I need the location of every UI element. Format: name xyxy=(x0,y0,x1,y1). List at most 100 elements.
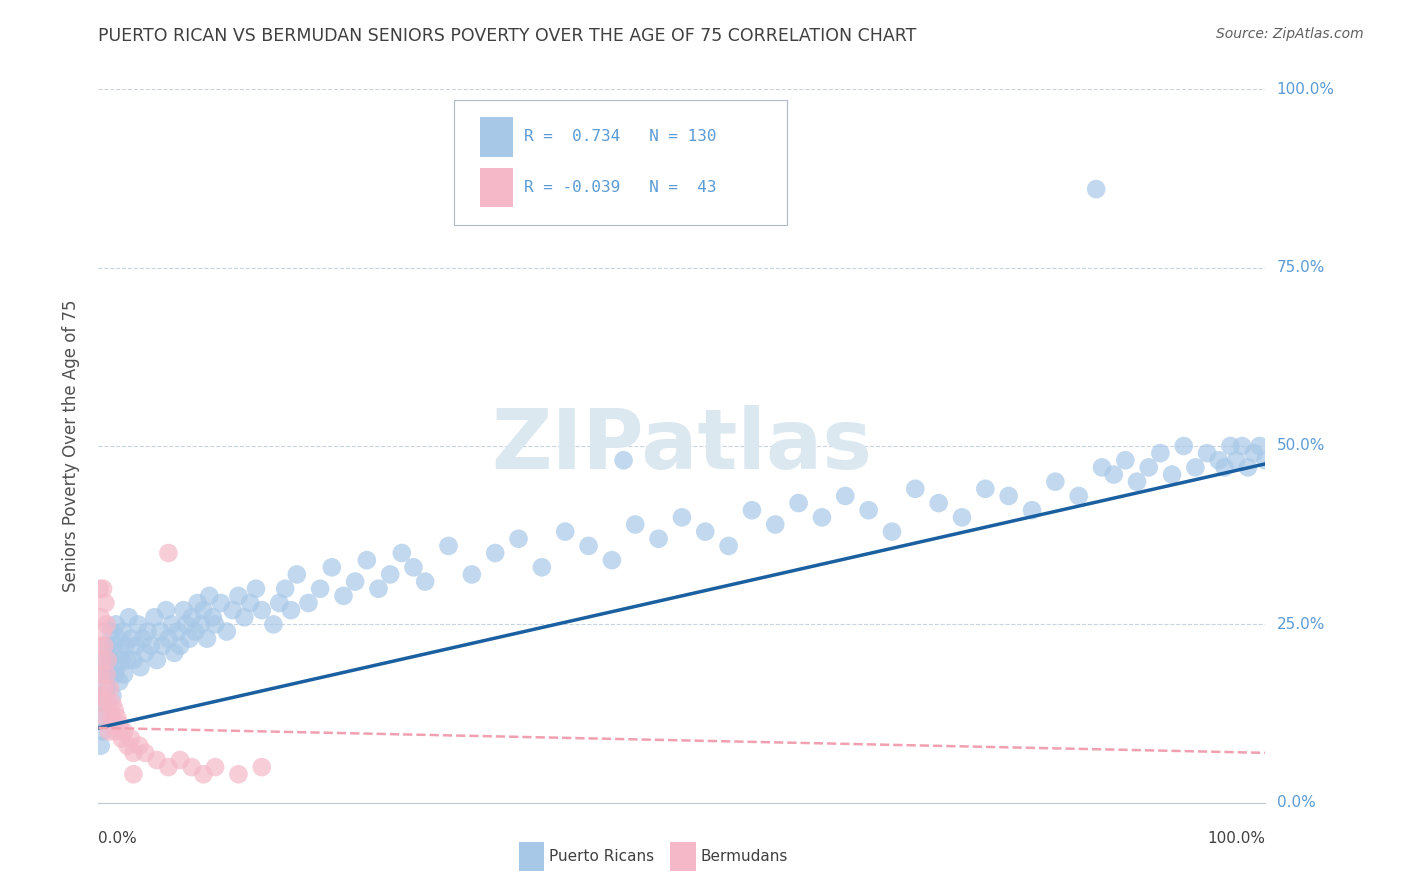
Y-axis label: Seniors Poverty Over the Age of 75: Seniors Poverty Over the Age of 75 xyxy=(62,300,80,592)
Point xyxy=(1184,460,1206,475)
Point xyxy=(152,639,174,653)
Point xyxy=(484,546,506,560)
Point xyxy=(101,696,124,710)
FancyBboxPatch shape xyxy=(454,100,787,225)
Point xyxy=(143,610,166,624)
Point xyxy=(184,624,207,639)
Point xyxy=(157,760,180,774)
Text: 0.0%: 0.0% xyxy=(1277,796,1315,810)
Point xyxy=(122,767,145,781)
Point xyxy=(834,489,856,503)
Point xyxy=(90,689,112,703)
Point xyxy=(91,667,114,681)
Point xyxy=(91,582,114,596)
Point xyxy=(1045,475,1067,489)
Point xyxy=(104,617,127,632)
Point xyxy=(1243,446,1265,460)
Point xyxy=(1091,460,1114,475)
Point xyxy=(437,539,460,553)
Point xyxy=(107,632,129,646)
Point xyxy=(356,553,378,567)
Point xyxy=(1195,446,1218,460)
Point xyxy=(132,632,155,646)
Point xyxy=(190,617,212,632)
Point xyxy=(108,674,131,689)
Point xyxy=(239,596,262,610)
Point xyxy=(97,639,120,653)
Point xyxy=(134,646,156,660)
Point xyxy=(1208,453,1230,467)
Point xyxy=(155,603,177,617)
Point xyxy=(157,546,180,560)
Point xyxy=(624,517,647,532)
Point xyxy=(160,617,183,632)
Point xyxy=(91,724,114,739)
Point xyxy=(97,696,120,710)
Point xyxy=(193,603,215,617)
Point xyxy=(1225,453,1247,467)
Point xyxy=(108,717,131,731)
Point xyxy=(104,703,127,717)
Point xyxy=(193,767,215,781)
Point xyxy=(93,639,115,653)
Point xyxy=(1254,453,1277,467)
Point xyxy=(187,596,209,610)
Point xyxy=(763,517,786,532)
Point xyxy=(321,560,343,574)
Point xyxy=(950,510,973,524)
Point xyxy=(117,653,139,667)
Point xyxy=(169,753,191,767)
Text: Source: ZipAtlas.com: Source: ZipAtlas.com xyxy=(1216,27,1364,41)
Text: ZIPatlas: ZIPatlas xyxy=(492,406,872,486)
Point xyxy=(1149,446,1171,460)
Point xyxy=(811,510,834,524)
Point xyxy=(104,724,127,739)
Text: Bermudans: Bermudans xyxy=(700,849,787,863)
Point xyxy=(94,653,117,667)
Point xyxy=(174,617,197,632)
Point xyxy=(1213,460,1236,475)
Point xyxy=(204,617,226,632)
Point xyxy=(180,610,202,624)
Point xyxy=(90,689,112,703)
Point xyxy=(530,560,553,574)
Point xyxy=(103,717,125,731)
Point xyxy=(96,681,118,696)
Point xyxy=(195,632,218,646)
Point xyxy=(90,610,112,624)
Point xyxy=(198,589,221,603)
Point xyxy=(93,696,115,710)
Point xyxy=(111,624,134,639)
Point xyxy=(1067,489,1090,503)
Text: 0.0%: 0.0% xyxy=(98,830,138,846)
Point xyxy=(122,746,145,760)
Point xyxy=(180,760,202,774)
Point xyxy=(201,610,224,624)
Text: PUERTO RICAN VS BERMUDAN SENIORS POVERTY OVER THE AGE OF 75 CORRELATION CHART: PUERTO RICAN VS BERMUDAN SENIORS POVERTY… xyxy=(98,27,917,45)
Point xyxy=(173,603,195,617)
Text: 75.0%: 75.0% xyxy=(1277,260,1324,275)
Point xyxy=(100,710,122,724)
Point xyxy=(1137,460,1160,475)
Point xyxy=(309,582,332,596)
Point xyxy=(120,731,142,746)
Point xyxy=(1230,439,1253,453)
Point xyxy=(274,582,297,596)
Point xyxy=(269,596,291,610)
Point xyxy=(90,739,112,753)
Point xyxy=(103,639,125,653)
Point xyxy=(928,496,950,510)
Point xyxy=(578,539,600,553)
Point xyxy=(96,617,118,632)
Point xyxy=(647,532,669,546)
Bar xyxy=(479,169,513,208)
Point xyxy=(104,667,127,681)
Point xyxy=(179,632,201,646)
Point xyxy=(671,510,693,524)
Point xyxy=(101,689,124,703)
Point xyxy=(613,453,636,467)
Point xyxy=(262,617,284,632)
Point xyxy=(114,639,136,653)
Point xyxy=(297,596,319,610)
Point xyxy=(118,610,141,624)
